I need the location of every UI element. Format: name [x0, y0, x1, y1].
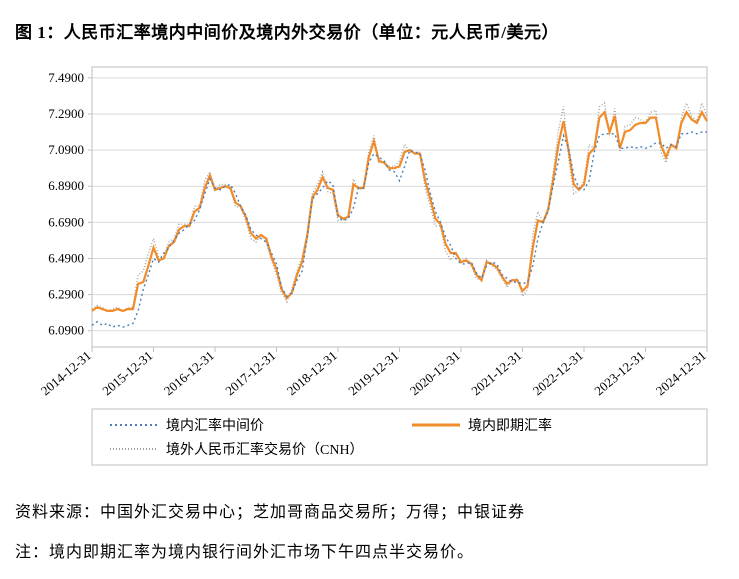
svg-text:2021-12-31: 2021-12-31 — [468, 348, 524, 398]
note-line: 注：境内即期汇率为境内银行间外汇市场下午四点半交易价。 — [15, 538, 724, 562]
chart-container: 6.0900 6.2900 6.4900 6.6900 6.8900 7.0900 7.29… — [20, 55, 720, 480]
svg-text:2022-12-31: 2022-12-31 — [529, 348, 585, 398]
svg-text:2024-12-31: 2024-12-31 — [652, 348, 708, 398]
svg-text:境外人民币汇率交易价（CNH）: 境外人民币汇率交易价（CNH） — [166, 441, 364, 458]
svg-text:6.4900: 6.4900 — [48, 250, 84, 265]
svg-text:7.2900: 7.2900 — [48, 106, 84, 121]
svg-text:境内即期汇率: 境内即期汇率 — [468, 417, 552, 434]
svg-text:2017-12-31: 2017-12-31 — [222, 348, 278, 398]
svg-text:境内汇率中间价: 境内汇率中间价 — [166, 417, 264, 434]
svg-text:6.2900: 6.2900 — [48, 287, 84, 302]
line-chart: 6.0900 6.2900 6.4900 6.6900 6.8900 7.0900 7.29… — [20, 55, 720, 475]
svg-text:7.4900: 7.4900 — [48, 70, 84, 85]
svg-text:2018-12-31: 2018-12-31 — [283, 348, 339, 398]
svg-text:6.0900: 6.0900 — [48, 323, 84, 338]
svg-text:2014-12-31: 2014-12-31 — [37, 348, 93, 398]
figure-title: 图 1：人民币汇率境内中间价及境内外交易价（单位：元人民币/美元） — [15, 18, 724, 43]
source-line: 资料来源：中国外汇交易中心；芝加哥商品交易所；万得；中银证券 — [15, 498, 724, 522]
svg-text:2016-12-31: 2016-12-31 — [160, 348, 216, 398]
svg-text:2020-12-31: 2020-12-31 — [406, 348, 462, 398]
svg-text:6.8900: 6.8900 — [48, 178, 84, 193]
svg-text:7.0900: 7.0900 — [48, 142, 84, 157]
svg-text:2019-12-31: 2019-12-31 — [345, 348, 401, 398]
svg-text:6.6900: 6.6900 — [48, 214, 84, 229]
svg-text:2023-12-31: 2023-12-31 — [591, 348, 647, 398]
svg-text:2015-12-31: 2015-12-31 — [99, 348, 155, 398]
